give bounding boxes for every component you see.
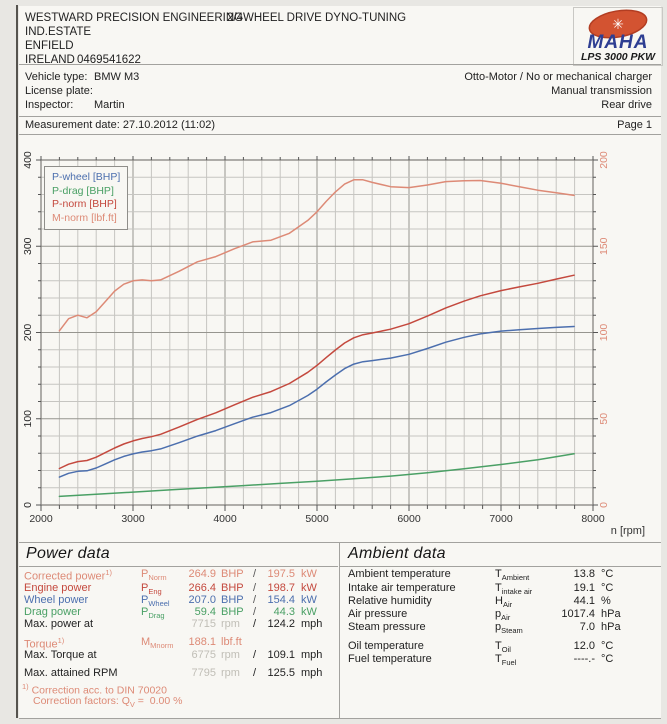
x-axis-label: 7000: [489, 513, 513, 525]
power-data-heading: Power data: [26, 545, 110, 562]
y-right-label: 150: [598, 237, 610, 255]
ambient-heading-rule: [340, 566, 661, 567]
y-left-label: 200: [22, 324, 34, 342]
company-name: WESTWARD PRECISION ENGINEERING: [25, 12, 244, 24]
gear-icon: ✳: [612, 16, 624, 32]
maha-logo-oval: ✳: [587, 9, 649, 40]
divider-chart: [19, 542, 661, 543]
logo-ellipse: [588, 9, 648, 39]
curve-p-norm: [58, 274, 575, 470]
address-line-1: IND.ESTATE: [25, 26, 92, 38]
vehicle-type-value: BMW M3: [94, 71, 140, 83]
y-right-label: 0: [598, 502, 610, 508]
divider-meta: [19, 134, 661, 135]
x-axis-label: 5000: [305, 513, 329, 525]
y-right-label: 50: [598, 413, 610, 425]
legend-item: P-drag [BHP]: [52, 184, 114, 197]
curve-m-norm: [58, 179, 575, 332]
maha-logo: ✳ MAHA LPS 3000 PKW: [573, 7, 663, 66]
divider-columns: [339, 542, 340, 718]
phone-number: 0469541622: [77, 54, 141, 66]
legend-item: M-norm [lbf.ft]: [52, 211, 117, 224]
x-axis-title: n [rpm]: [611, 525, 645, 537]
footnote-factors: Correction factors: QV = 0.00 %: [33, 695, 183, 710]
measurement-date: Measurement date: 27.10.2012 (11:02): [25, 119, 215, 131]
y-left-label: 300: [22, 237, 34, 255]
curve-p-drag: [58, 453, 575, 498]
paper-background: [19, 6, 661, 718]
divider-vehicle: [19, 116, 661, 117]
maha-brand-text: MAHA: [587, 32, 649, 53]
y-right-label: 200: [598, 151, 610, 169]
transmission-text: Manual transmission: [551, 85, 652, 97]
logo-model-text: LPS 3000 PKW: [580, 51, 656, 63]
inspector-value: Martin: [94, 99, 125, 111]
y-left-label: 100: [22, 410, 34, 428]
scan-edge-line: [16, 5, 18, 718]
footnote-correction: 1) Correction acc. to DIN 70020: [22, 682, 167, 697]
license-plate-label: License plate:: [25, 85, 93, 97]
inspector-label: Inspector:: [25, 99, 74, 111]
curve-p-wheel: [58, 325, 575, 478]
y-left-label: 0: [22, 502, 34, 508]
x-axis-label: 4000: [213, 513, 237, 525]
x-axis-label: 3000: [121, 513, 145, 525]
address-line-3: IRELAND: [25, 54, 75, 66]
y-left-label: 400: [22, 151, 34, 169]
engine-type-text: Otto-Motor / No or mechanical charger: [464, 71, 652, 83]
drive-type-text: Rear drive: [601, 99, 652, 111]
y-right-label: 100: [598, 324, 610, 342]
vehicle-type-label: Vehicle type:: [25, 71, 88, 83]
chart-legend: P-wheel [BHP] P-drag [BHP] P-norm [BHP] M-n…: [44, 166, 129, 230]
legend-item: P-norm [BHP]: [52, 198, 117, 210]
legend-item: P-wheel [BHP]: [52, 171, 121, 183]
x-axis-label: 6000: [397, 513, 421, 525]
x-axis-label: 2000: [29, 513, 53, 525]
report-title: 2/4WHEEL DRIVE DYNO-TUNING: [227, 12, 407, 24]
footnote-sup: 1): [22, 682, 29, 691]
x-axis-label: 8000: [581, 513, 605, 525]
address-line-2: ENFIELD: [25, 40, 74, 52]
divider-bottom: [19, 718, 661, 719]
divider-header: [19, 64, 661, 65]
power-heading-rule: [19, 566, 338, 567]
ambient-data-heading: Ambient data: [348, 545, 446, 562]
page-number: Page 1: [617, 119, 652, 131]
